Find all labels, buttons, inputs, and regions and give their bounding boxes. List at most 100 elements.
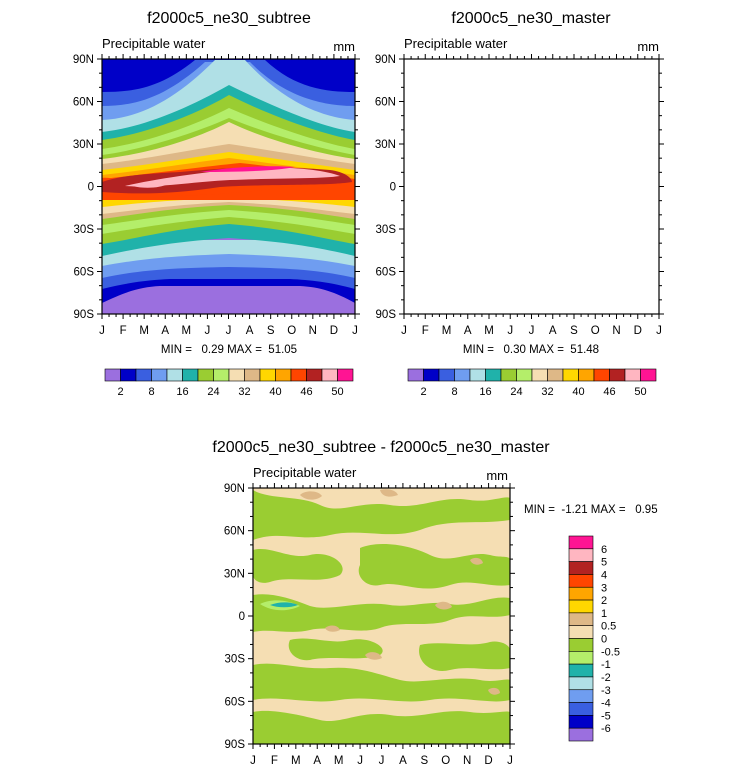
- colorbar-label: -6: [601, 723, 611, 735]
- colorbar-label: 1: [601, 608, 607, 620]
- colorbar-swatch: [568, 586, 594, 601]
- colorbar-swatch: [568, 638, 594, 652]
- y-tick-label: 60N: [73, 97, 94, 109]
- y-tick-label: 30S: [74, 224, 95, 236]
- colorbar-label: 0.5: [601, 621, 616, 633]
- y-tick-label: 0: [390, 182, 396, 194]
- colorbar-label: 2: [117, 386, 123, 398]
- colorbar-swatch: [562, 368, 579, 382]
- units-label: mm: [486, 468, 508, 483]
- colorbar-swatch: [485, 368, 502, 382]
- x-tick-label: M: [139, 325, 149, 337]
- colorbar-swatch: [568, 612, 594, 626]
- colorbar-swatch: [259, 368, 276, 382]
- plot-frame: [403, 58, 660, 315]
- colorbar-swatch: [531, 368, 548, 382]
- colorbar-label: -0.5: [601, 646, 620, 658]
- panel-title: f2000c5_ne30_master: [451, 10, 611, 27]
- contour-field: [253, 488, 510, 744]
- x-tick-label: D: [330, 325, 338, 337]
- x-tick-label: A: [313, 755, 321, 767]
- x-tick-label: N: [463, 755, 471, 767]
- y-tick-label: 60N: [375, 97, 396, 109]
- colorbar-swatch: [568, 599, 594, 614]
- y-tick-label: 90N: [224, 483, 245, 495]
- y-tick-label: 90S: [74, 309, 95, 321]
- variable-label: Precipitable water: [102, 36, 206, 51]
- colorbar-label: 8: [451, 386, 457, 398]
- x-tick-label: J: [205, 325, 211, 337]
- x-tick-label: A: [161, 325, 169, 337]
- colorbar: 2 8 16 24 32 40 46 50: [407, 368, 657, 398]
- colorbar-label: -4: [601, 698, 611, 710]
- x-tick-label: M: [442, 325, 452, 337]
- x-tick-label: A: [246, 325, 254, 337]
- colorbar-swatch: [568, 535, 594, 550]
- colorbar-label: 24: [207, 386, 219, 398]
- colorbar-swatch: [244, 368, 261, 382]
- y-tick-label: 30N: [73, 139, 94, 151]
- colorbar-swatch: [438, 368, 455, 382]
- x-tick-label: O: [591, 325, 600, 337]
- x-tick-label: O: [287, 325, 296, 337]
- colorbar-swatch: [166, 368, 183, 382]
- x-tick-label: S: [420, 755, 428, 767]
- colorbar-swatch: [609, 368, 626, 382]
- colorbar-label: 2: [420, 386, 426, 398]
- variable-label: Precipitable water: [253, 465, 357, 480]
- colorbar-swatch: [407, 368, 424, 382]
- colorbar-swatch: [321, 368, 338, 382]
- colorbar-label: 50: [634, 386, 646, 398]
- colorbar-label: 32: [541, 386, 553, 398]
- stats-text: MIN = 0.29 MAX = 51.05: [161, 344, 297, 356]
- colorbar-swatch: [547, 368, 564, 382]
- colorbar-swatch: [151, 368, 168, 382]
- colorbar-swatch: [568, 625, 594, 639]
- x-tick-label: J: [226, 325, 232, 337]
- colorbar-label: 16: [479, 386, 491, 398]
- panel-master: f2000c5_ne30_master Precipitable water m…: [375, 10, 664, 398]
- x-tick-label: O: [441, 755, 450, 767]
- colorbar-label: 46: [603, 386, 615, 398]
- colorbar-label: 40: [269, 386, 281, 398]
- colorbar-swatch: [568, 561, 594, 575]
- y-tick-label: 30S: [376, 224, 397, 236]
- colorbar-swatch: [568, 548, 594, 562]
- y-tick-label: 90S: [376, 309, 397, 321]
- x-tick-label: J: [357, 755, 363, 767]
- panel-title: f2000c5_ne30_subtree: [147, 10, 311, 27]
- x-tick-label: F: [422, 325, 429, 337]
- y-tick-label: 30S: [225, 654, 246, 666]
- colorbar-swatch: [516, 368, 533, 382]
- y-tick-label: 60S: [376, 267, 397, 279]
- y-tick-label: 90N: [375, 54, 396, 66]
- colorbar-swatch: [568, 727, 594, 742]
- x-tick-label: D: [484, 755, 492, 767]
- x-tick-label: N: [309, 325, 317, 337]
- x-tick-label: J: [99, 325, 105, 337]
- units-label: mm: [333, 39, 355, 54]
- colorbar-swatch: [135, 368, 152, 382]
- y-tick-label: 0: [239, 611, 245, 623]
- colorbar-swatch: [568, 651, 594, 665]
- y-tick-label: 60S: [74, 267, 95, 279]
- colorbar-label: -2: [601, 672, 611, 684]
- colorbar-label: -3: [601, 685, 611, 697]
- x-tick-label: J: [379, 755, 385, 767]
- colorbar-swatch: [290, 368, 307, 382]
- colorbar-swatch: [593, 368, 610, 382]
- colorbar-swatch: [624, 368, 641, 382]
- x-tick-label: M: [182, 325, 192, 337]
- x-tick-label: J: [352, 325, 358, 337]
- units-label: mm: [637, 39, 659, 54]
- colorbar-swatch: [640, 368, 657, 382]
- x-tick-label: A: [399, 755, 407, 767]
- colorbar-swatch: [568, 689, 594, 703]
- colorbar-label: 3: [601, 582, 607, 594]
- x-tick-label: S: [570, 325, 578, 337]
- colorbar-swatch: [578, 368, 595, 382]
- colorbar-swatch: [568, 676, 594, 691]
